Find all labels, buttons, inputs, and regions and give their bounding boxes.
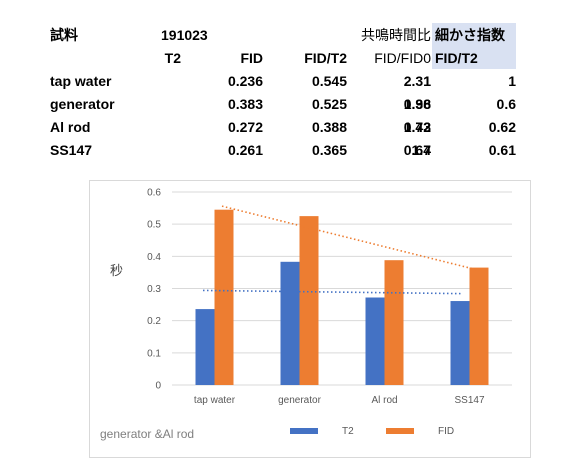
y-tick-label: 0.4	[147, 252, 161, 263]
chart: 0 0.1 0.2 0.3 0.4 0.5 0.6 秒 tap water generator Al…	[89, 180, 531, 458]
cell-fid: 0.545	[311, 73, 347, 89]
cell-fid-fid0: 0.96	[403, 96, 431, 112]
cell-t2: 0.383	[227, 96, 263, 112]
x-tick-label: generator	[278, 395, 321, 406]
col-header-fid: FID	[240, 50, 263, 66]
fineness-index-header: 細かさ指数	[435, 27, 505, 43]
cell-t2: 0.261	[227, 142, 263, 158]
trendline-t2	[202, 289, 463, 295]
bar-t2-tap-water	[195, 309, 215, 385]
cell-fid: 0.525	[311, 96, 347, 112]
bar-fid-ss147	[469, 267, 489, 385]
y-tick-label: 0.6	[147, 188, 161, 199]
trendline-fid	[221, 205, 482, 272]
y-tick-label: 0.1	[147, 348, 161, 359]
x-tick-label: Al rod	[371, 395, 397, 406]
bar-fid-tap-water	[214, 209, 234, 385]
cell-fid-fid0: 0.72	[403, 119, 431, 135]
row-name: SS147	[50, 142, 93, 158]
cell-fid-t2: 1.38	[403, 96, 431, 112]
col-header-fid-fid0: FID/FID0	[374, 50, 431, 66]
y-tick-label: 0	[155, 381, 161, 392]
bar-t2-ss147	[450, 301, 470, 385]
col-header-fid-t2: FID/T2	[304, 50, 347, 66]
fineness-column-highlight	[432, 23, 516, 69]
cell-fid: 0.388	[311, 119, 347, 135]
row-name: tap water	[50, 73, 112, 89]
row-name: Al rod	[50, 119, 91, 135]
y-tick-label: 0.3	[147, 284, 161, 295]
cell-fineness: 1	[508, 73, 516, 89]
chart-annotation: generator &Al rod	[100, 427, 194, 441]
x-tick-label: tap water	[194, 395, 236, 406]
cell-t2: 0.236	[227, 73, 263, 89]
chart-svg: 0 0.1 0.2 0.3 0.4 0.5 0.6 秒 tap water generator Al…	[100, 188, 512, 441]
col-header-fineness: FID/T2	[435, 50, 478, 66]
bar-fid-generator	[299, 216, 319, 385]
resonance-ratio-header: 共鳴時間比	[361, 27, 431, 43]
col-header-t2: T2	[164, 50, 181, 66]
cell-t2: 0.272	[227, 119, 263, 135]
cell-fid-fid0: 1	[423, 73, 431, 89]
cell-fid-t2: 2.31	[403, 73, 431, 89]
sample-label: 試料	[50, 27, 78, 43]
legend-swatch-fid	[386, 428, 414, 434]
bar-t2-generator	[280, 261, 300, 385]
row-name: generator	[50, 96, 115, 112]
cell-fineness: 0.6	[496, 96, 516, 112]
cell-fid: 0.365	[311, 142, 347, 158]
cell-fineness: 0.61	[488, 142, 516, 158]
y-axis-label: 秒	[110, 263, 123, 278]
cell-fid-t2: 1.4	[411, 142, 431, 158]
cell-fineness: 0.62	[488, 119, 516, 135]
bar-t2-al-rod	[365, 297, 385, 385]
legend-label-t2: T2	[342, 426, 354, 437]
bar-fid-al-rod	[384, 260, 404, 385]
legend-label-fid: FID	[438, 426, 454, 437]
legend-swatch-t2	[290, 428, 318, 434]
cell-fid-fid0: 0.67	[403, 142, 431, 158]
cell-fid-t2: 1.43	[403, 119, 431, 135]
date-label: 191023	[161, 27, 208, 43]
y-tick-label: 0.2	[147, 316, 161, 327]
y-tick-label: 0.5	[147, 220, 161, 231]
x-tick-label: SS147	[454, 395, 484, 406]
